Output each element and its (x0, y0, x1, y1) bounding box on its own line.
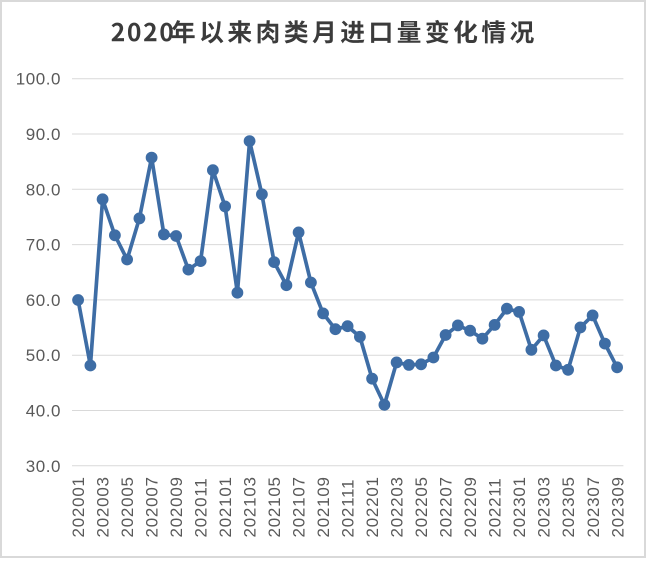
svg-text:60.0: 60.0 (26, 291, 61, 310)
svg-text:70.0: 70.0 (26, 236, 61, 255)
svg-text:100.0: 100.0 (16, 70, 61, 89)
svg-text:202009: 202009 (167, 476, 186, 537)
svg-text:202111: 202111 (339, 479, 358, 538)
svg-text:202201: 202201 (363, 476, 382, 537)
svg-text:202207: 202207 (437, 476, 456, 537)
svg-text:202105: 202105 (265, 476, 284, 537)
svg-text:202007: 202007 (143, 476, 162, 537)
svg-text:202107: 202107 (290, 476, 309, 537)
svg-text:202305: 202305 (559, 476, 578, 537)
svg-text:202011: 202011 (192, 478, 211, 538)
svg-text:30.0: 30.0 (26, 457, 61, 476)
svg-text:202103: 202103 (241, 476, 260, 537)
svg-text:202211: 202211 (486, 478, 505, 538)
svg-text:202101: 202101 (216, 476, 235, 537)
svg-text:202307: 202307 (584, 476, 603, 537)
svg-text:202209: 202209 (461, 476, 480, 537)
svg-text:202205: 202205 (412, 476, 431, 537)
svg-text:50.0: 50.0 (26, 346, 61, 365)
svg-text:202001: 202001 (69, 476, 88, 537)
svg-text:40.0: 40.0 (26, 402, 61, 421)
svg-text:202301: 202301 (510, 476, 529, 537)
svg-text:80.0: 80.0 (26, 180, 61, 199)
svg-text:202309: 202309 (608, 476, 627, 537)
svg-text:202003: 202003 (94, 476, 113, 537)
svg-text:202303: 202303 (535, 476, 554, 537)
svg-text:202109: 202109 (314, 476, 333, 537)
svg-text:202005: 202005 (118, 476, 137, 537)
svg-text:90.0: 90.0 (26, 125, 61, 144)
svg-text:202203: 202203 (388, 476, 407, 537)
